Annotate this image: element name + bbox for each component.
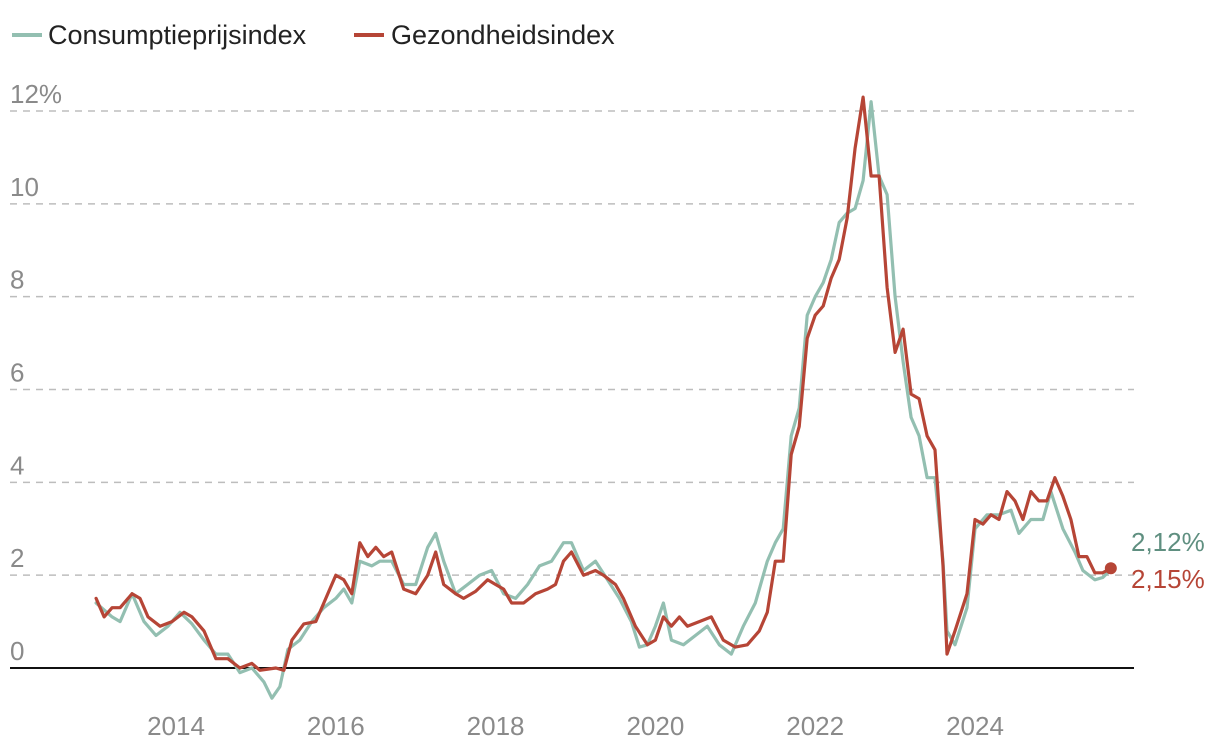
series-line-gezondheidsindex: [94, 95, 1113, 672]
x-tick-label-2016: 2016: [307, 711, 365, 741]
series-layer: [94, 95, 1117, 700]
x-tick-label-2018: 2018: [467, 711, 525, 741]
x-axis: 2014 2016 2018 2020 2022 2024: [147, 711, 1004, 741]
end-labels: 2,12% 2,15%: [1131, 527, 1205, 594]
end-label-gezondheidsindex: 2,15%: [1131, 564, 1205, 594]
legend: Consumptieprijsindex Gezondheidsindex: [12, 20, 615, 50]
y-tick-label-4: 4: [10, 450, 24, 480]
end-label-consumptieprijsindex: 2,12%: [1131, 527, 1205, 557]
legend-label-consumptieprijsindex: Consumptieprijsindex: [48, 20, 307, 50]
x-tick-label-2022: 2022: [786, 711, 844, 741]
y-tick-label-10: 10: [10, 172, 39, 202]
legend-label-gezondheidsindex: Gezondheidsindex: [391, 20, 615, 50]
y-tick-label-12: 12%: [10, 79, 62, 109]
y-tick-label-0: 0: [10, 636, 24, 666]
y-tick-label-8: 8: [10, 265, 24, 295]
y-tick-label-2: 2: [10, 543, 24, 573]
end-point-gezondheidsindex: [1104, 562, 1117, 575]
y-tick-label-6: 6: [10, 358, 24, 388]
series-line-consumptieprijsindex: [94, 100, 1113, 700]
grid-layer: 0 2 4 6 8 10 12%: [10, 79, 1134, 669]
x-tick-label-2024: 2024: [946, 711, 1004, 741]
x-tick-label-2020: 2020: [626, 711, 684, 741]
x-tick-label-2014: 2014: [147, 711, 205, 741]
